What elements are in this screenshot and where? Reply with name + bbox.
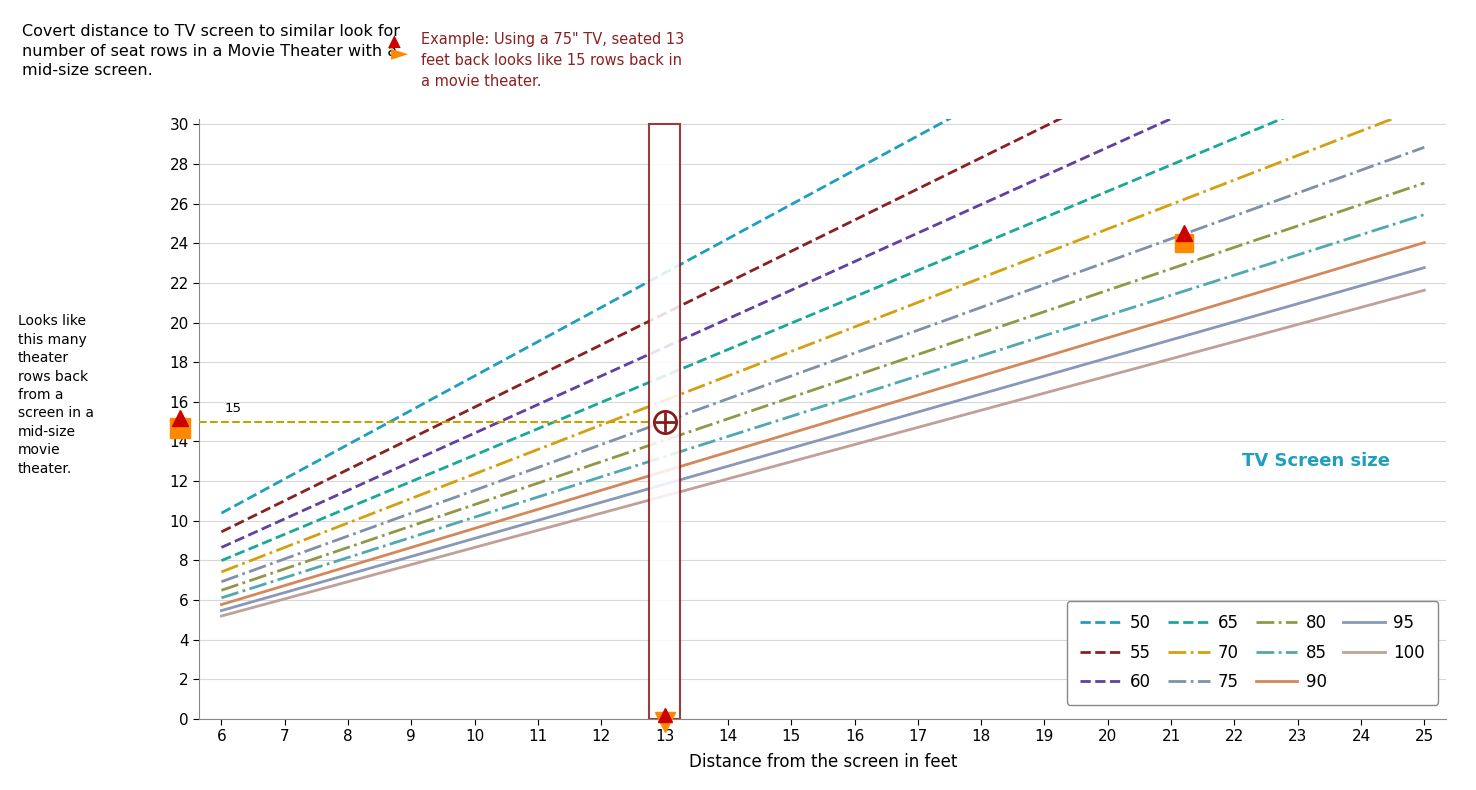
Text: TV Screen size: TV Screen size: [1241, 452, 1389, 470]
X-axis label: Distance from the screen in feet: Distance from the screen in feet: [689, 753, 956, 771]
Text: ▲: ▲: [388, 33, 401, 51]
Text: 15: 15: [224, 402, 242, 415]
Text: ►: ►: [391, 43, 409, 63]
Bar: [649, 125, 680, 719]
Text: Example: Using a 75" TV, seated 13
feet back looks like 15 rows back in
a movie : Example: Using a 75" TV, seated 13 feet …: [421, 32, 683, 88]
Text: Covert distance to TV screen to similar look for
number of seat rows in a Movie : Covert distance to TV screen to similar …: [22, 24, 400, 78]
Text: Looks like
this many
theater
rows back
from a
screen in a
mid-size
movie
theater: Looks like this many theater rows back f…: [18, 314, 93, 476]
Legend: 50, 55, 60, 65, 70, 75, 80, 85, 90, 95, 100: 50, 55, 60, 65, 70, 75, 80, 85, 90, 95, …: [1067, 600, 1438, 705]
